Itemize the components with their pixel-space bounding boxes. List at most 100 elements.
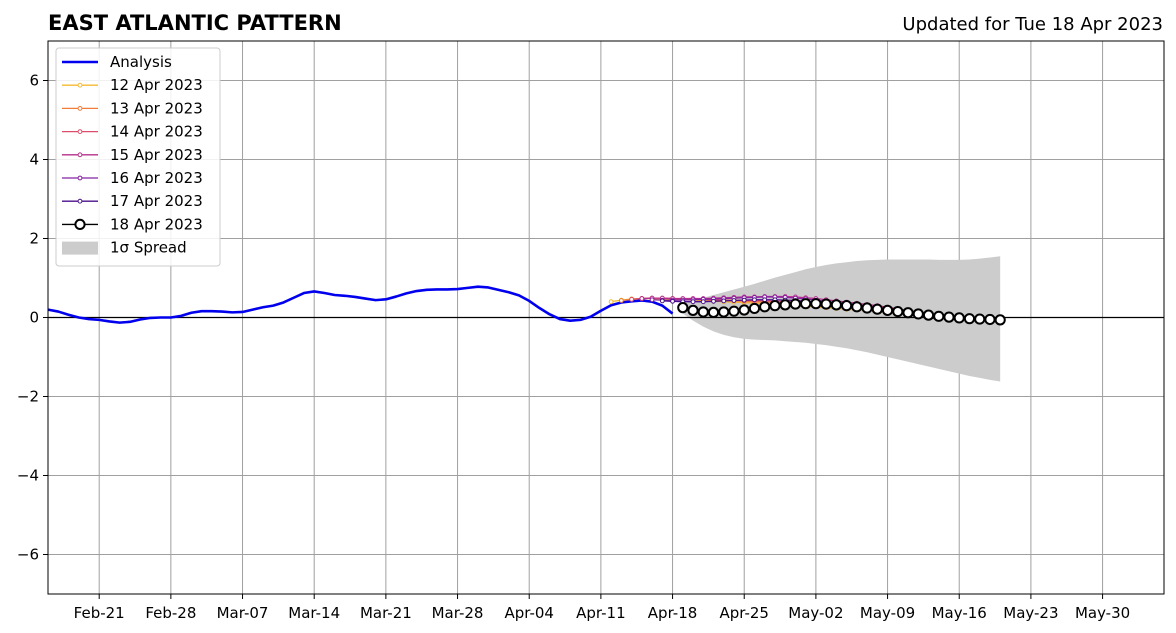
- chart-title: EAST ATLANTIC PATTERN: [48, 11, 342, 35]
- current-forecast-point: [748, 302, 761, 315]
- current-forecast-point: [820, 298, 832, 310]
- forecast-point: [741, 297, 747, 303]
- x-tick-label: Apr-11: [576, 604, 626, 622]
- legend-label: 12 Apr 2023: [110, 76, 203, 94]
- current-forecast-point: [707, 306, 720, 318]
- legend-swatch: [62, 241, 98, 255]
- legend-item-forecast: 12 Apr 2023: [62, 76, 203, 94]
- legend-item-forecast: 15 Apr 2023: [62, 146, 203, 164]
- analysis-line: [47, 285, 674, 324]
- x-tick-label: Apr-18: [648, 604, 698, 622]
- current-forecast-point: [697, 306, 709, 318]
- y-axis-ticks: 6 4 2 0 −2 −4 −6: [17, 72, 48, 564]
- legend-label: 13 Apr 2023: [110, 99, 203, 117]
- legend-item-forecast: 16 Apr 2023: [62, 169, 203, 187]
- forecast-point: [721, 298, 727, 304]
- current-forecast-point: [974, 313, 986, 325]
- chart-subtitle: Updated for Tue 18 Apr 2023: [902, 14, 1163, 35]
- spread-layer: [682, 256, 1001, 382]
- y-tick-label: 4: [29, 151, 39, 169]
- current-forecast-point: [881, 304, 894, 316]
- current-forecast-point: [810, 298, 822, 310]
- current-forecast-point: [687, 304, 699, 316]
- legend-marker: [77, 152, 83, 158]
- legend-marker: [77, 198, 83, 204]
- current-forecast-point: [738, 304, 750, 316]
- current-forecast-point: [861, 302, 873, 314]
- y-tick-label: −4: [17, 467, 39, 485]
- legend-label: Analysis: [110, 53, 172, 71]
- x-tick-label: Mar-28: [432, 604, 484, 622]
- x-tick-label: Apr-04: [504, 604, 554, 622]
- forecast-point: [649, 297, 655, 303]
- current-forecast-point: [769, 300, 781, 312]
- current-forecast-point: [892, 305, 904, 318]
- current-forecast-point: [984, 313, 996, 326]
- current-forecast-point: [677, 302, 689, 314]
- x-axis-ticks: Feb-21 Feb-28 Mar-07 Mar-14 Mar-21 Mar-28 Apr-…: [74, 594, 1130, 622]
- current-forecast-point: [759, 301, 771, 313]
- legend-marker: [77, 82, 83, 88]
- x-tick-label: May-23: [1003, 604, 1058, 622]
- current-forecast-point: [953, 312, 965, 324]
- current-forecast-point: [718, 306, 730, 318]
- y-tick-label: 2: [29, 230, 39, 248]
- x-tick-label: Mar-14: [288, 604, 340, 622]
- x-tick-label: Apr-25: [719, 604, 769, 622]
- current-forecast-layer: [677, 298, 1006, 326]
- current-forecast-point: [789, 298, 802, 310]
- forecast-point: [762, 297, 768, 303]
- forecast-point: [659, 298, 665, 304]
- current-forecast-point: [943, 311, 955, 323]
- x-tick-label: May-16: [932, 604, 987, 622]
- forecast-point: [608, 299, 614, 305]
- legend-item-forecast: 14 Apr 2023: [62, 123, 203, 141]
- current-forecast-point: [851, 301, 863, 313]
- legend-box: [55, 47, 221, 267]
- forecast-point: [618, 298, 624, 303]
- y-tick-label: 6: [29, 72, 39, 90]
- x-tick-label: Feb-21: [74, 604, 125, 622]
- legend-label: 17 Apr 2023: [110, 192, 203, 210]
- legend-marker: [77, 106, 83, 111]
- forecast-point: [752, 297, 757, 303]
- legend-marker: [77, 129, 83, 135]
- spread-band: [682, 256, 1001, 382]
- forecast-point: [670, 298, 675, 304]
- forecast-point: [711, 298, 716, 304]
- current-forecast-point: [830, 299, 842, 311]
- forecast-point: [700, 299, 706, 305]
- legend-label: 1σ Spread: [110, 239, 187, 257]
- legend-item-forecast: 17 Apr 2023: [62, 192, 203, 210]
- y-tick-label: 0: [29, 309, 39, 327]
- y-tick-label: −2: [17, 388, 39, 406]
- current-forecast-point: [841, 300, 853, 312]
- legend-label: 16 Apr 2023: [110, 169, 203, 187]
- y-tick-label: −6: [17, 546, 39, 564]
- current-forecast-point: [871, 303, 883, 315]
- current-forecast-point: [800, 298, 812, 310]
- legend-item-current: 18 Apr 2023: [62, 215, 203, 233]
- legend-label: 14 Apr 2023: [110, 123, 203, 141]
- x-tick-label: May-30: [1075, 604, 1130, 622]
- current-forecast-point: [728, 305, 740, 317]
- current-forecast-point: [963, 313, 976, 325]
- x-tick-label: May-09: [860, 604, 915, 622]
- forecast-point: [731, 298, 737, 303]
- legend-marker: [77, 175, 83, 181]
- legend-item-analysis: Analysis: [62, 53, 172, 71]
- x-tick-label: Mar-07: [217, 604, 269, 622]
- current-forecast-point: [902, 307, 914, 319]
- current-forecast-point: [922, 309, 935, 321]
- legend-label: 15 Apr 2023: [110, 146, 203, 164]
- forecast-point: [639, 296, 645, 301]
- current-forecast-point: [933, 310, 945, 322]
- current-forecast-point: [994, 314, 1006, 326]
- x-tick-label: Mar-21: [360, 604, 412, 622]
- analysis-layer: [47, 285, 674, 324]
- legend-item-spread: 1σ Spread: [62, 239, 187, 257]
- legend-label: 18 Apr 2023: [110, 215, 203, 233]
- forecast-point: [690, 299, 696, 305]
- forecast-point: [629, 296, 634, 302]
